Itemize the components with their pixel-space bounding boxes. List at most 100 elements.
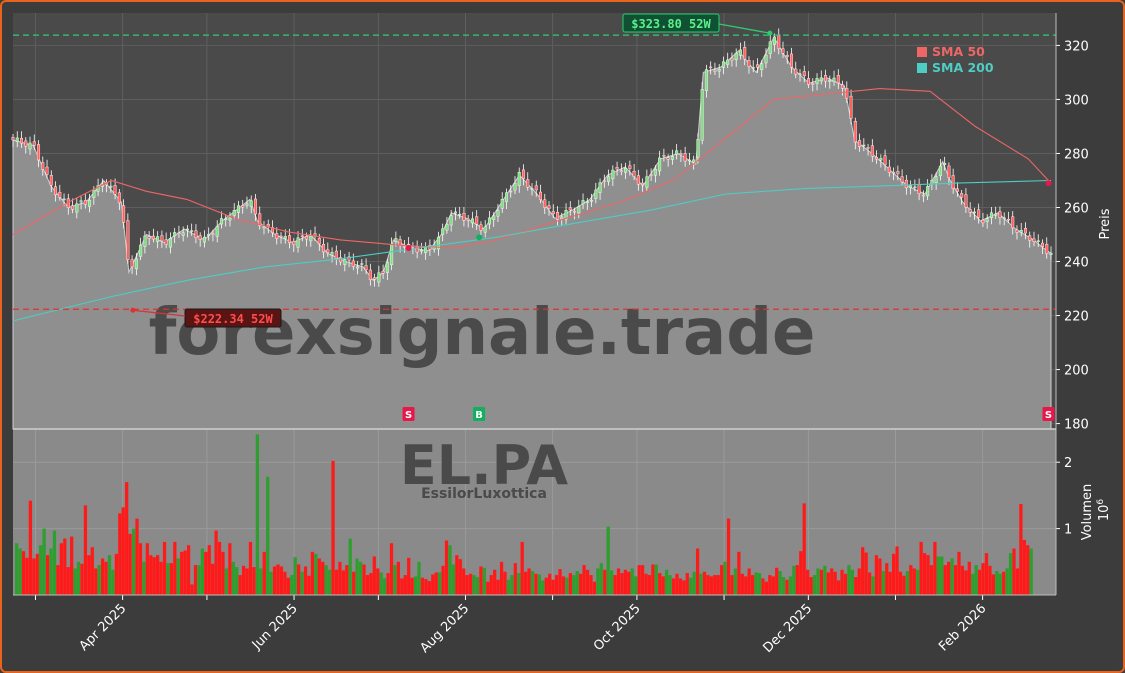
volume-bar <box>640 565 645 595</box>
low-52w-arrow <box>132 309 186 317</box>
candle-body <box>479 224 483 231</box>
candle-body <box>785 55 789 57</box>
volume-bar <box>757 573 762 595</box>
candles <box>11 28 1053 287</box>
volume-bar <box>427 581 431 595</box>
candle-body <box>92 189 96 198</box>
volume-bar <box>654 564 658 595</box>
volume-tick-label: 2 <box>1064 456 1072 471</box>
candle-body <box>45 166 49 175</box>
volume-bar <box>534 573 538 595</box>
candle-body <box>322 244 326 253</box>
candle-body <box>947 165 951 178</box>
candle-body <box>373 277 377 280</box>
volume-bar <box>971 573 975 595</box>
candle-body <box>858 140 862 147</box>
volume-bar <box>585 569 590 595</box>
volume-bar <box>376 568 380 595</box>
volume-bar <box>272 566 277 595</box>
volume-bar <box>1029 548 1033 595</box>
volume-bar <box>799 551 803 595</box>
candle-body <box>185 228 189 231</box>
candle-body <box>462 213 466 221</box>
volume-bar <box>80 563 84 595</box>
volume-bar <box>840 569 844 595</box>
volume-bar <box>28 500 33 595</box>
volume-bar <box>706 575 710 595</box>
volume-bar <box>279 566 284 595</box>
volume-bar <box>754 572 758 595</box>
candle-body <box>696 139 700 158</box>
high-52w-label: $323.80 52W <box>631 17 711 31</box>
volume-bar <box>606 526 610 595</box>
candle-body <box>1040 242 1044 247</box>
volume-bar <box>541 580 545 595</box>
volume-bar <box>561 576 566 595</box>
volume-bar <box>788 576 793 595</box>
volume-bar <box>830 568 834 595</box>
candle-body <box>164 239 168 245</box>
candle-body <box>96 185 100 192</box>
candle-body <box>364 265 368 271</box>
volume-bar <box>338 561 342 595</box>
candle-body <box>156 236 160 242</box>
sma50-line <box>12 88 1052 249</box>
volume-bar <box>348 538 352 595</box>
candle-body <box>415 246 419 253</box>
volume-bar <box>413 576 418 595</box>
candle-body <box>466 218 470 221</box>
volume-bar <box>548 573 552 595</box>
candle-body <box>249 200 253 207</box>
volume-bar <box>59 543 63 595</box>
volume-axis-label: Volumen <box>1080 484 1095 541</box>
candle-body <box>470 218 474 224</box>
price-tick-label: 200 <box>1064 364 1089 379</box>
volume-bar <box>190 584 194 595</box>
volume-bar <box>455 555 459 595</box>
volume-bar <box>554 575 559 595</box>
volume-bar <box>420 577 425 595</box>
volume-bar <box>781 577 786 595</box>
low-52w-arrowhead <box>130 307 136 313</box>
volume-bar <box>107 555 112 595</box>
high-52w-arrow <box>718 23 770 34</box>
candle-body <box>573 210 577 213</box>
volume-bar <box>723 561 727 595</box>
volume-bar <box>173 541 177 595</box>
volume-bar <box>100 558 105 595</box>
candle-body <box>964 194 968 208</box>
volume-bar <box>183 550 187 595</box>
volume-bar <box>795 565 799 595</box>
volume-bar <box>929 565 934 595</box>
candle-body <box>347 256 351 261</box>
candle-body <box>1049 252 1053 255</box>
volume-bar <box>434 572 438 595</box>
candle-body <box>228 217 232 221</box>
volume-bar <box>197 565 201 595</box>
candle-body <box>381 270 385 274</box>
volume-bar <box>382 578 387 595</box>
volume-bar <box>630 568 634 595</box>
volume-bar <box>936 556 940 595</box>
volume-bar <box>575 571 579 595</box>
candle-body <box>943 163 947 165</box>
candle-body <box>938 165 942 177</box>
volume-bar <box>70 536 74 595</box>
volume-bar <box>35 553 39 595</box>
volume-bar <box>768 575 772 595</box>
volume-bar <box>685 573 689 595</box>
candle-body <box>704 69 708 91</box>
volume-bar <box>493 569 497 595</box>
volume-bar <box>111 569 115 595</box>
volume-bar <box>603 569 607 595</box>
candle-body <box>683 153 687 162</box>
candle-body <box>662 154 666 157</box>
candle-body <box>351 260 355 267</box>
x-tick-label: Aug 2025 <box>417 601 472 656</box>
volume-bar <box>83 505 88 595</box>
volume-bar <box>647 575 652 595</box>
volume-bar <box>513 563 517 595</box>
candle-body <box>862 144 866 147</box>
volume-bar <box>365 575 370 595</box>
volume-bar <box>733 568 738 595</box>
